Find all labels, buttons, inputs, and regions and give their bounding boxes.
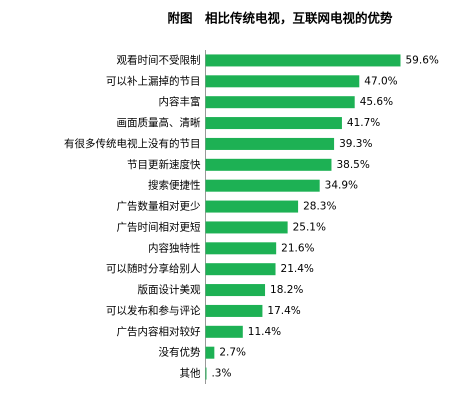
category-label: 搜索便捷性 bbox=[148, 179, 201, 192]
category-label: 版面设计美观 bbox=[138, 283, 201, 296]
value-label: 39.3% bbox=[339, 138, 372, 150]
category-label: 节目更新速度快 bbox=[127, 158, 201, 171]
bar bbox=[205, 263, 276, 276]
category-label: 广告数量相对更少 bbox=[117, 200, 201, 213]
category-label: 广告内容相对较好 bbox=[117, 325, 201, 338]
value-label: 21.6% bbox=[281, 242, 314, 254]
bar bbox=[205, 179, 320, 192]
value-label: 25.1% bbox=[293, 221, 326, 233]
value-label: 18.2% bbox=[270, 284, 303, 296]
value-label: 38.5% bbox=[336, 159, 369, 171]
value-label: 11.4% bbox=[248, 326, 281, 338]
bar bbox=[205, 346, 215, 359]
bar bbox=[205, 117, 342, 130]
bar bbox=[205, 137, 335, 150]
category-label: 可以补上漏掉的节目 bbox=[106, 74, 201, 87]
value-label: 2.7% bbox=[219, 347, 246, 359]
bar bbox=[205, 304, 263, 317]
value-label: 17.4% bbox=[267, 305, 300, 317]
value-label: 45.6% bbox=[360, 96, 393, 108]
bar bbox=[205, 200, 299, 213]
category-label: 可以发布和参与评论 bbox=[106, 304, 201, 317]
category-label: 广告时间相对更短 bbox=[117, 220, 201, 233]
category-label: 其他 bbox=[180, 367, 201, 380]
bar bbox=[205, 75, 360, 88]
value-label: 21.4% bbox=[281, 263, 314, 275]
category-label: 没有优势 bbox=[159, 346, 201, 359]
category-label: 有很多传统电视上没有的节目 bbox=[64, 137, 201, 150]
bar bbox=[205, 284, 266, 297]
bar bbox=[205, 325, 243, 338]
bar bbox=[205, 242, 277, 255]
category-label: 内容丰富 bbox=[159, 95, 201, 108]
chart-title: 附图 相比传统电视，互联网电视的优势 bbox=[167, 11, 393, 26]
category-label: 可以随时分享给别人 bbox=[106, 262, 201, 275]
bar bbox=[205, 221, 288, 234]
value-label: 41.7% bbox=[347, 117, 380, 129]
value-label: 47.0% bbox=[364, 75, 397, 87]
bar bbox=[205, 367, 207, 380]
category-label: 观看时间不受限制 bbox=[117, 53, 201, 66]
value-label: .3% bbox=[211, 368, 231, 380]
category-label: 画面质量高、清晰 bbox=[117, 116, 201, 129]
value-label: 34.9% bbox=[325, 180, 358, 192]
bar bbox=[205, 54, 401, 67]
bar bbox=[205, 158, 332, 171]
value-label: 28.3% bbox=[303, 201, 336, 213]
value-label: 59.6% bbox=[406, 54, 439, 66]
category-label: 内容独特性 bbox=[148, 241, 201, 254]
bar bbox=[205, 96, 355, 109]
